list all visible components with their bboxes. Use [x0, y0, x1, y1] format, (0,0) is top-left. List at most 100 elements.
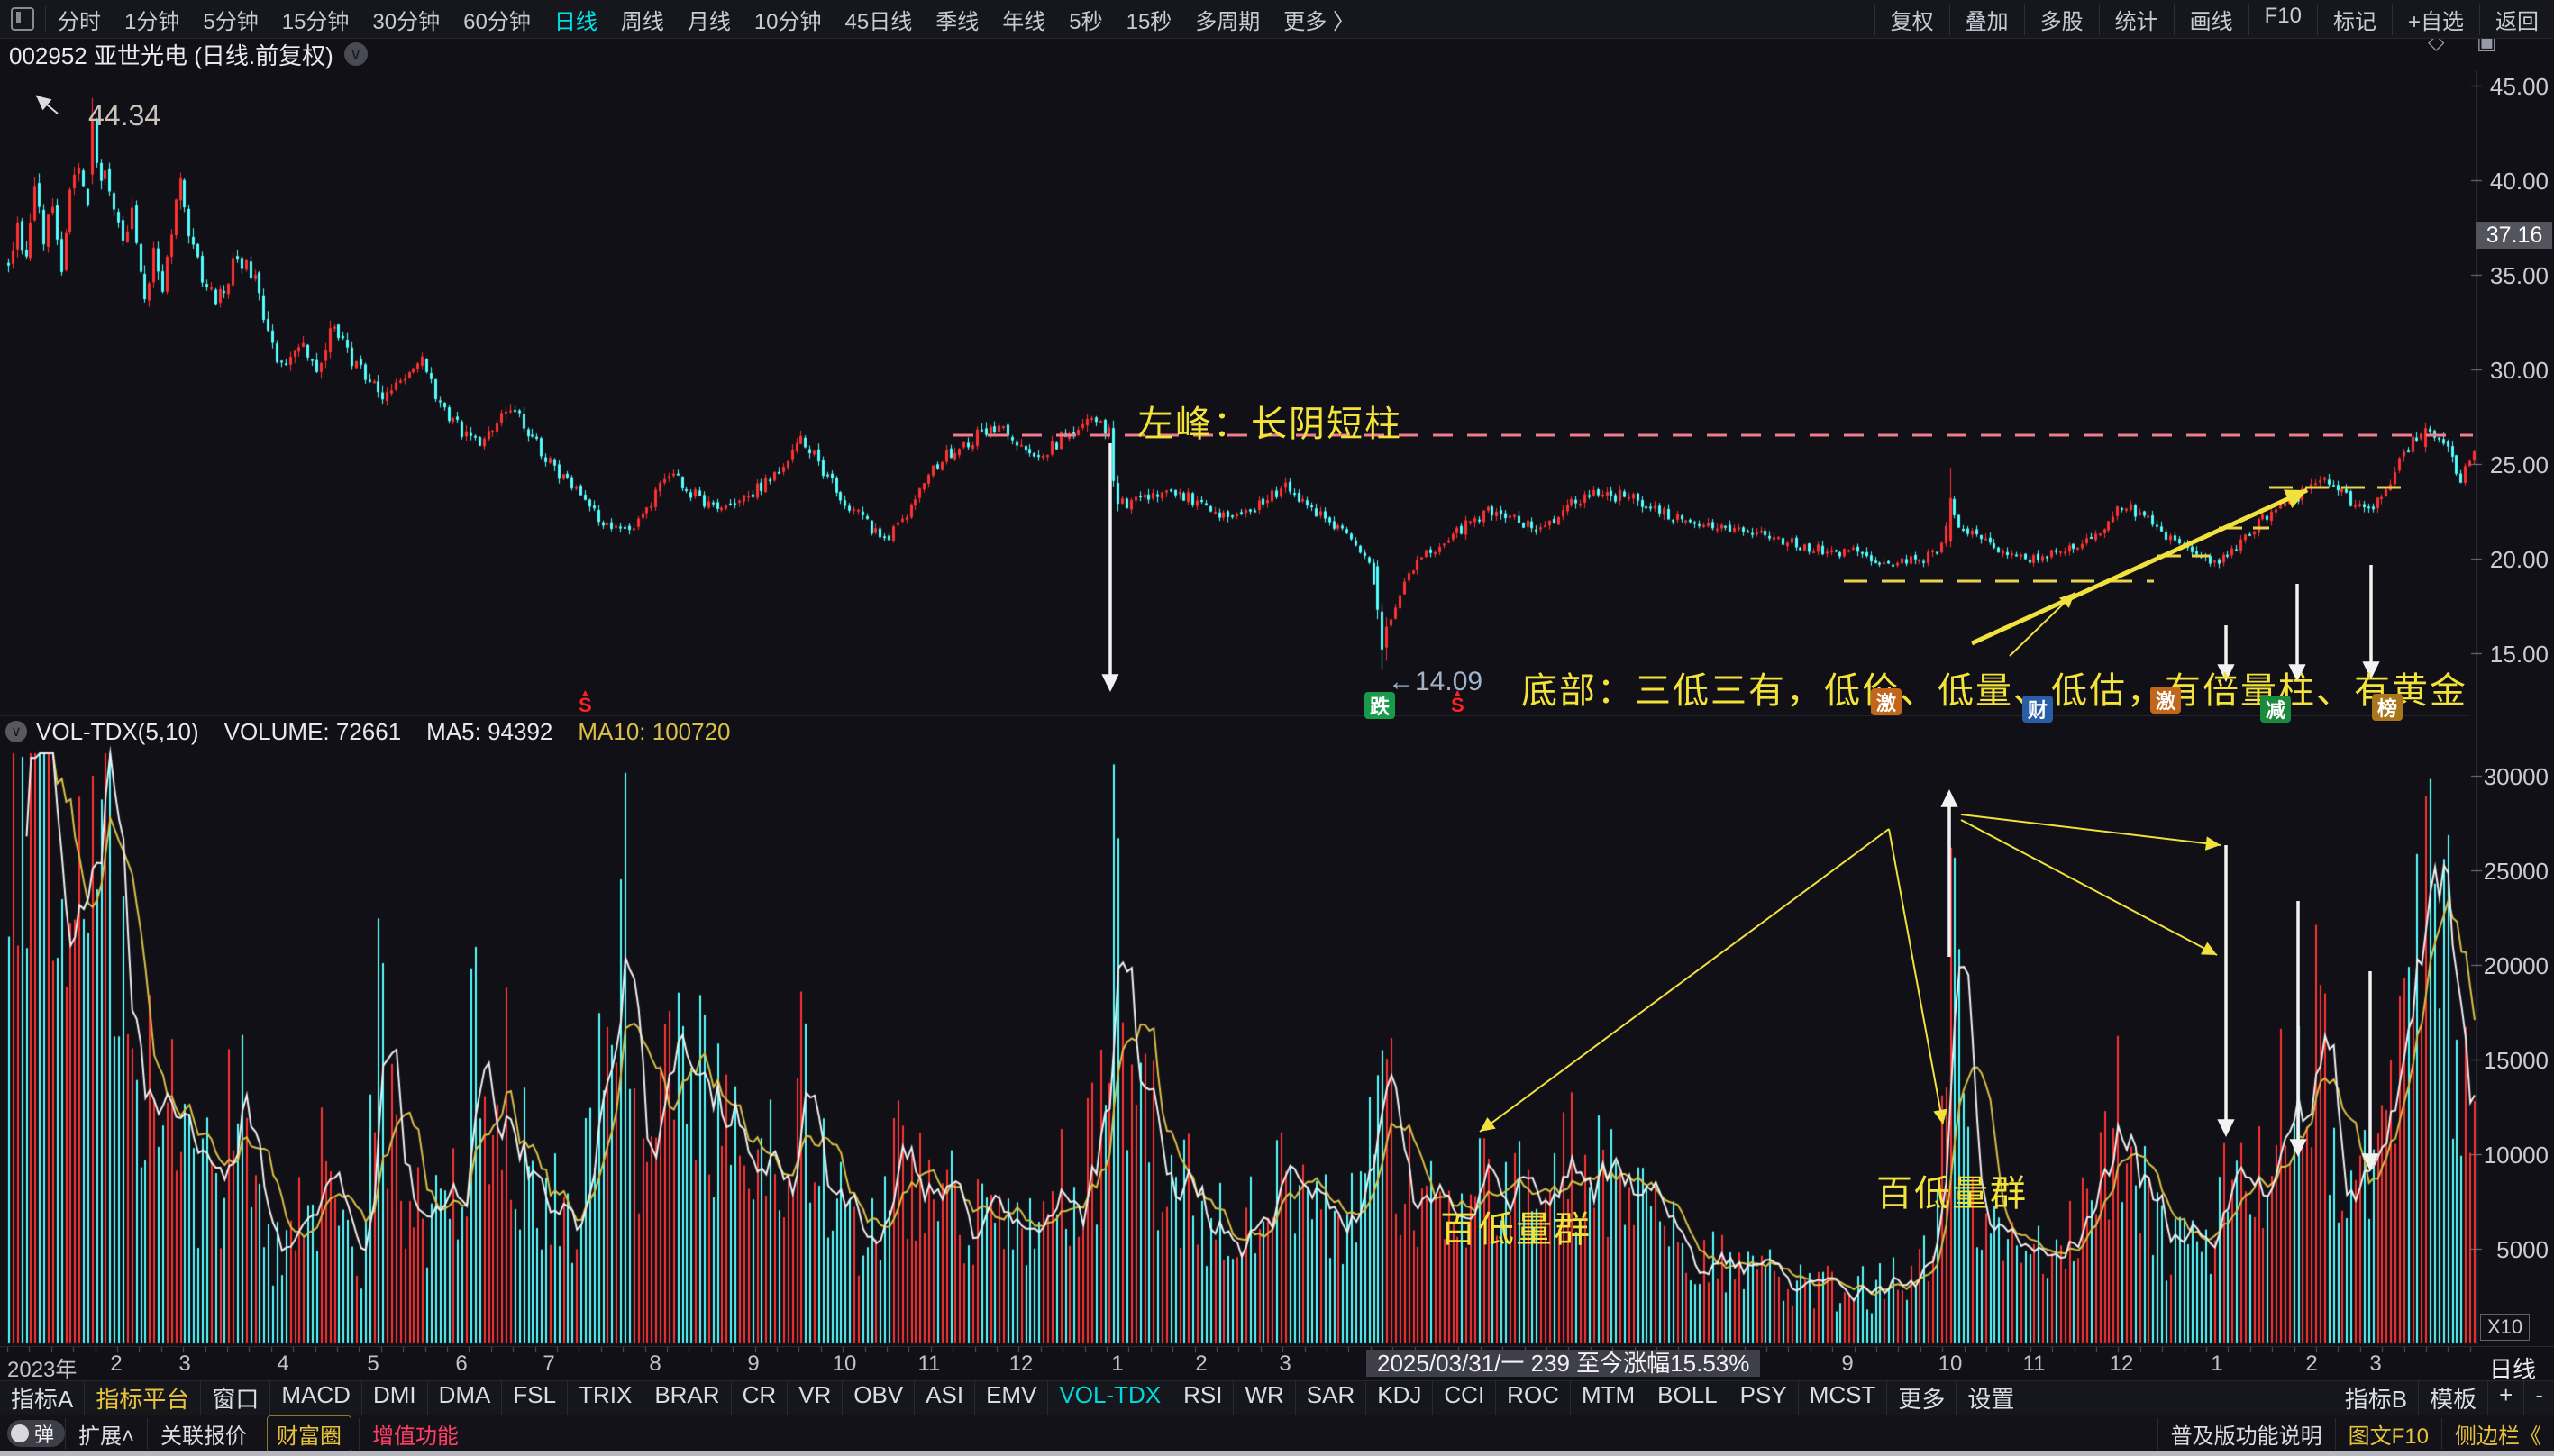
period-item-30分钟[interactable]: 30分钟	[372, 9, 441, 34]
indicator-item-窗口[interactable]: 窗口	[200, 1381, 269, 1415]
toolbar-item-叠加[interactable]: 叠加	[1948, 3, 2024, 35]
period-item-60分钟[interactable]: 60分钟	[463, 9, 531, 34]
indicator-item-EMV[interactable]: EMV	[974, 1381, 1047, 1415]
annotation-text: 百低量群	[1876, 1174, 2028, 1214]
period-item-更多 〉[interactable]: 更多 〉	[1283, 9, 1355, 34]
indicator-item-VR[interactable]: VR	[787, 1381, 842, 1415]
indicator-item-PSY[interactable]: PSY	[1728, 1381, 1798, 1415]
period-item-10分钟[interactable]: 10分钟	[753, 9, 822, 34]
volume-axis-label: 10000	[2483, 1142, 2549, 1169]
date-label: 2	[2305, 1351, 2318, 1376]
period-bar: 分时 1分钟 5分钟 15分钟 30分钟 60分钟 日线 周线 月线 10分钟 45日线 季线 年线 5秒…	[0, 0, 2554, 39]
arrow-head	[2289, 1139, 2307, 1157]
indicator-right-+[interactable]: +	[2487, 1381, 2523, 1415]
period-item-15秒[interactable]: 15秒	[1126, 9, 1172, 34]
indicator-item-MCST[interactable]: MCST	[1797, 1381, 1887, 1415]
toolbar-item-F10[interactable]: F10	[2248, 3, 2317, 35]
event-badge: 跌	[1364, 692, 1395, 719]
indicator-item-指标平台[interactable]: 指标平台	[84, 1381, 200, 1415]
date-label: 11	[2022, 1351, 2046, 1376]
status-item-侧边栏《[interactable]: 侧边栏《	[2441, 1417, 2554, 1450]
indicator-item-VOL-TDX[interactable]: VOL-TDX	[1047, 1381, 1172, 1415]
arrow-head	[2284, 489, 2307, 509]
indicator-item-TRIX[interactable]: TRIX	[567, 1381, 643, 1415]
period-item-月线[interactable]: 月线	[687, 9, 731, 34]
price-tag: 37.16	[2476, 222, 2552, 249]
collapse-icon[interactable]: ∨	[5, 721, 27, 742]
indicator-item-SAR[interactable]: SAR	[1294, 1381, 1365, 1415]
toolbar-item-返回[interactable]: 返回	[2479, 3, 2554, 35]
arrow-head	[2217, 1119, 2235, 1137]
chevron-down-icon[interactable]: ∨	[343, 42, 368, 66]
period-item-多周期[interactable]: 多周期	[1195, 9, 1261, 34]
date-label: 4	[277, 1351, 289, 1376]
period-item-年线[interactable]: 年线	[1002, 9, 1046, 34]
indicator-item-BRAR[interactable]: BRAR	[643, 1381, 730, 1415]
indicator-item-DMI[interactable]: DMI	[360, 1381, 427, 1415]
date-label: 9	[1841, 1351, 1854, 1376]
status-item-扩展˄[interactable]: 扩展˄	[65, 1417, 147, 1450]
window-edge	[0, 1451, 2554, 1456]
status-item-关联报价[interactable]: 关联报价	[147, 1417, 260, 1450]
indicator-item-指标A[interactable]: 指标A	[11, 1386, 74, 1413]
toolbar-item-+自选[interactable]: +自选	[2391, 3, 2479, 35]
indicator-item-CCI[interactable]: CCI	[1432, 1381, 1495, 1415]
date-label: 6	[455, 1351, 468, 1376]
event-badge: 激	[2150, 687, 2181, 714]
status-item-增值功能[interactable]: 增值功能	[359, 1417, 471, 1450]
period-item-1分钟[interactable]: 1分钟	[124, 9, 180, 34]
indicator-item-FSL[interactable]: FSL	[501, 1381, 567, 1415]
arrow-head	[2362, 661, 2380, 679]
indicator-item-ASI[interactable]: ASI	[914, 1381, 974, 1415]
window-icon[interactable]	[11, 7, 34, 31]
low-price-label: ←14.09	[1388, 667, 1483, 696]
indicator-item-更多[interactable]: 更多	[1886, 1381, 1956, 1415]
period-item-分时[interactable]: 分时	[58, 9, 101, 34]
period-item-45日线[interactable]: 45日线	[844, 9, 913, 34]
indicator-right-指标B[interactable]: 指标B	[2344, 1386, 2408, 1413]
indicator-item-RSI[interactable]: RSI	[1172, 1381, 1233, 1415]
indicator-item-CR[interactable]: CR	[730, 1381, 788, 1415]
toolbar-item-标记[interactable]: 标记	[2316, 3, 2392, 35]
popup-pill[interactable]: 弹	[7, 1420, 66, 1447]
date-label: 9	[747, 1351, 760, 1376]
indicator-right-items: 指标B 模板 + -	[2334, 1381, 2554, 1415]
ma10-value: MA10: 100720	[578, 717, 731, 745]
title-row: 002952 亚世光电 (日线.前复权) ∨ ◇ ▣	[0, 30, 2554, 69]
status-item-普及版功能说明[interactable]: 普及版功能说明	[2157, 1417, 2335, 1450]
drawn-line	[1960, 819, 2218, 956]
period-item-季线[interactable]: 季线	[935, 9, 980, 34]
indicator-item-BOLL[interactable]: BOLL	[1646, 1381, 1729, 1415]
indicator-item-OBV[interactable]: OBV	[842, 1381, 914, 1415]
indicator-item-DMA[interactable]: DMA	[426, 1381, 502, 1415]
indicator-item-MTM[interactable]: MTM	[1569, 1381, 1646, 1415]
indicator-item-ROC[interactable]: ROC	[1495, 1381, 1570, 1415]
indicator-right--[interactable]: -	[2523, 1381, 2554, 1415]
indicator-name[interactable]: VOL-TDX(5,10)	[36, 717, 199, 745]
date-label: 10	[1938, 1351, 1963, 1376]
date-label: 8	[649, 1351, 661, 1376]
arrow-head	[2204, 836, 2221, 851]
signal-marker: ▲ S	[579, 687, 592, 716]
indicator-right-模板[interactable]: 模板	[2418, 1381, 2487, 1415]
price-axis-label: 30.00	[2489, 357, 2549, 384]
period-item-5分钟[interactable]: 5分钟	[203, 9, 259, 34]
status-item-图文F10[interactable]: 图文F10	[2334, 1417, 2441, 1450]
date-label: 12	[2109, 1351, 2134, 1376]
indicator-item-KDJ[interactable]: KDJ	[1365, 1381, 1432, 1415]
indicator-item-设置[interactable]: 设置	[1956, 1381, 2025, 1415]
indicator-item-WR[interactable]: WR	[1233, 1381, 1294, 1415]
period-item-5秒[interactable]: 5秒	[1069, 9, 1103, 34]
price-axis-label: 25.00	[2489, 451, 2549, 478]
period-item-周线[interactable]: 周线	[620, 9, 664, 34]
toolbar-item-画线[interactable]: 画线	[2173, 3, 2248, 35]
period-item-15分钟[interactable]: 15分钟	[281, 9, 350, 34]
toolbar-item-统计[interactable]: 统计	[2098, 3, 2174, 35]
indicator-item-MACD[interactable]: MACD	[269, 1381, 361, 1415]
toolbar-item-复权[interactable]: 复权	[1874, 3, 1949, 35]
toolbar-item-多股[interactable]: 多股	[2023, 3, 2099, 35]
price-axis-label: 35.00	[2489, 262, 2549, 289]
status-item-财富圈[interactable]: 财富圈	[267, 1415, 352, 1452]
period-item-日线[interactable]: 日线	[553, 9, 597, 34]
